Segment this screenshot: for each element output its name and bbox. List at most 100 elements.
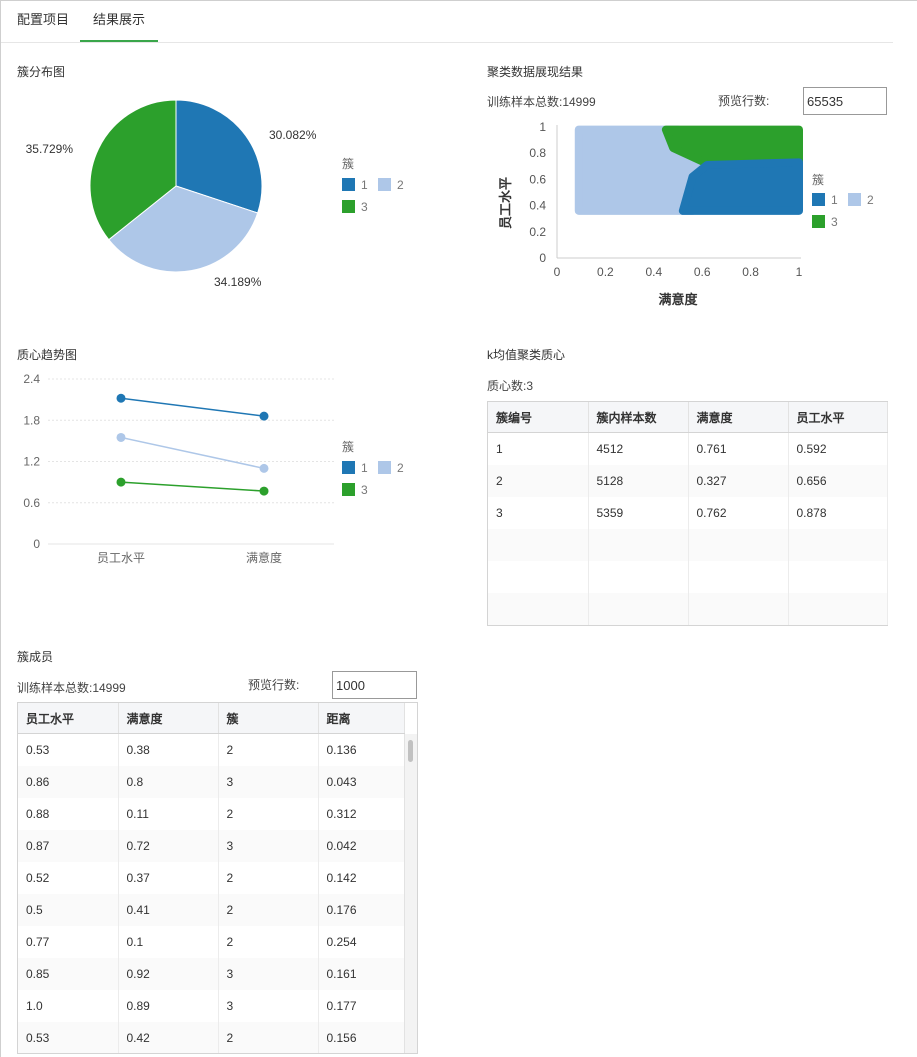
trend-series-1-point[interactable] — [259, 411, 269, 421]
trend-series-2-point[interactable] — [116, 432, 126, 442]
scatter-legend-swatch-1[interactable] — [812, 193, 825, 206]
trend-x-tick: 满意度 — [246, 550, 282, 565]
table-row[interactable]: 1.0 0.89 3 0.177 — [18, 990, 405, 1022]
empty-cell — [788, 529, 888, 561]
centroid-section-title: k均值聚类质心 — [487, 348, 566, 362]
table-row[interactable]: 1 4512 0.761 0.592 — [488, 432, 888, 465]
pie-legend-swatch-3[interactable] — [342, 200, 355, 213]
column-header[interactable]: 距离 — [318, 703, 405, 734]
column-header[interactable]: 簇编号 — [488, 402, 589, 433]
scatter-y-label: 员工水平 — [498, 177, 513, 229]
trend-legend-swatch-2[interactable] — [378, 461, 391, 474]
pie-legend-label-3: 3 — [361, 200, 368, 214]
pie-slice-1[interactable] — [175, 99, 263, 214]
table-cell: 0.8 — [118, 766, 219, 798]
pie-slice-2[interactable] — [108, 185, 259, 273]
pie-legend-label-2: 2 — [397, 178, 404, 192]
empty-cell — [588, 529, 689, 561]
members-scrollbar[interactable] — [404, 734, 417, 1053]
scatter-x-label: 满意度 — [658, 292, 698, 307]
table-cell: 1.0 — [18, 990, 119, 1022]
empty-cell — [688, 593, 789, 625]
scatter-preview-input[interactable] — [803, 87, 887, 115]
trend-y-tick: 0 — [33, 537, 40, 551]
pie-slice-3[interactable] — [89, 99, 177, 241]
column-header[interactable]: 员工水平 — [18, 703, 119, 734]
table-cell: 0.53 — [18, 733, 119, 766]
trend-section-title: 质心趋势图 — [17, 348, 78, 362]
table-cell: 0.156 — [318, 1022, 405, 1053]
trend-legend-swatch-1[interactable] — [342, 461, 355, 474]
scatter-legend-swatch-2[interactable] — [848, 193, 861, 206]
trend-y-tick: 1.2 — [23, 455, 40, 469]
centroid-count: 质心数:3 — [487, 379, 534, 393]
column-header[interactable]: 簇内样本数 — [588, 402, 689, 433]
trend-series-3-point[interactable] — [259, 486, 269, 496]
trend-legend-swatch-3[interactable] — [342, 483, 355, 496]
empty-cell — [788, 561, 888, 593]
empty-row — [488, 561, 888, 593]
table-row[interactable]: 0.52 0.37 2 0.142 — [18, 862, 405, 894]
column-header[interactable]: 簇 — [218, 703, 319, 734]
trend-series-1-point[interactable] — [116, 393, 126, 403]
trend-legend-label-2: 2 — [397, 461, 404, 475]
table-cell: 2 — [218, 798, 319, 830]
table-cell: 0.37 — [118, 862, 219, 894]
table-cell: 0.592 — [788, 432, 888, 465]
table-row[interactable]: 0.5 0.41 2 0.176 — [18, 894, 405, 926]
frame-top-border — [0, 0, 917, 1]
table-cell: 0.878 — [788, 497, 888, 529]
trend-series-3-line — [120, 481, 265, 492]
scatter-preview-label: 预览行数: — [718, 94, 770, 108]
table-cell: 2 — [218, 1022, 319, 1053]
scatter-legend-swatch-3[interactable] — [812, 215, 825, 228]
scatter-y-tick: 1 — [539, 120, 546, 134]
pie-legend-swatch-2[interactable] — [378, 178, 391, 191]
table-row[interactable]: 0.53 0.42 2 0.156 — [18, 1022, 405, 1053]
empty-row — [488, 529, 888, 561]
table-cell: 3 — [218, 958, 319, 990]
table-cell: 2 — [488, 465, 589, 497]
scatter-sample-count: 训练样本总数:14999 — [487, 95, 596, 109]
trend-series-1-line — [120, 397, 265, 417]
table-cell: 0.142 — [318, 862, 405, 894]
table-cell: 0.38 — [118, 733, 219, 766]
table-cell: 0.85 — [18, 958, 119, 990]
table-cell: 0.53 — [18, 1022, 119, 1053]
scatter-y-tick: 0 — [539, 251, 546, 265]
table-row[interactable]: 0.85 0.92 3 0.161 — [18, 958, 405, 990]
table-row[interactable]: 3 5359 0.762 0.878 — [488, 497, 888, 529]
centroid-table: 簇编号 簇内样本数 满意度 员工水平 1 4512 0.761 0.592 2 5128 0.32… — [487, 401, 888, 626]
column-header[interactable]: 员工水平 — [788, 402, 888, 433]
table-row[interactable]: 2 5128 0.327 0.656 — [488, 465, 888, 497]
table-row[interactable]: 0.88 0.11 2 0.312 — [18, 798, 405, 830]
table-cell: 0.92 — [118, 958, 219, 990]
table-row[interactable]: 0.86 0.8 3 0.043 — [18, 766, 405, 798]
table-cell: 0.89 — [118, 990, 219, 1022]
table-cell: 0.176 — [318, 894, 405, 926]
table-cell: 2 — [218, 894, 319, 926]
table-cell: 0.5 — [18, 894, 119, 926]
members-scrollbar-thumb[interactable] — [408, 740, 413, 762]
table-cell: 0.254 — [318, 926, 405, 958]
table-row[interactable]: 0.53 0.38 2 0.136 — [18, 733, 405, 766]
table-row[interactable]: 0.77 0.1 2 0.254 — [18, 926, 405, 958]
tab-config[interactable]: 配置项目 — [17, 12, 70, 27]
pie-legend-swatch-1[interactable] — [342, 178, 355, 191]
empty-cell — [488, 561, 589, 593]
members-preview-input[interactable] — [332, 671, 417, 699]
tab-results[interactable]: 结果展示 — [80, 1, 158, 42]
empty-cell — [588, 593, 689, 625]
scatter-y-tick: 0.6 — [529, 172, 546, 186]
empty-cell — [488, 529, 589, 561]
trend-series-2-point[interactable] — [259, 463, 269, 473]
scatter-x-tick: 0.6 — [694, 265, 711, 279]
trend-series-3-point[interactable] — [116, 477, 126, 487]
scatter-section-title: 聚类数据展现结果 — [487, 65, 584, 79]
table-row[interactable]: 0.87 0.72 3 0.042 — [18, 830, 405, 862]
empty-cell — [688, 529, 789, 561]
column-header[interactable]: 满意度 — [118, 703, 219, 734]
column-header[interactable]: 满意度 — [688, 402, 789, 433]
scatter-legend-title: 簇 — [812, 172, 824, 187]
table-cell: 0.327 — [688, 465, 789, 497]
